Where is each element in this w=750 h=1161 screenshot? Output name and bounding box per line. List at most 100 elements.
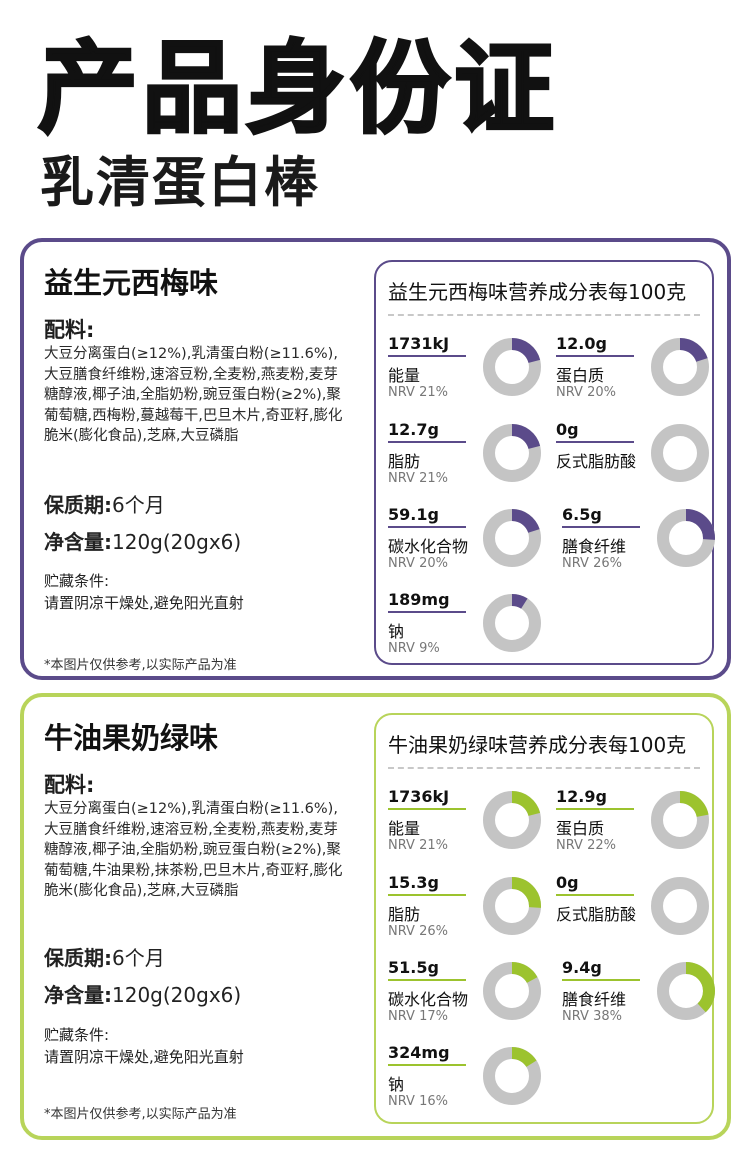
nutrition-title: 益生元西梅味营养成分表每100克 bbox=[388, 280, 687, 304]
disclaimer: *本图片仅供参考,以实际产品为准 bbox=[44, 1107, 237, 1122]
nutrient-item: 1736kJ 能量 NRV 21% bbox=[388, 787, 553, 862]
nutrient-name: 脂肪 bbox=[388, 905, 421, 924]
nutrient-item: 189mg 钠 NRV 9% bbox=[388, 590, 553, 665]
nutrient-name: 碳水化合物 bbox=[388, 990, 469, 1009]
nutrient-name: 能量 bbox=[388, 819, 421, 838]
net-content-value: 120g(20gx6) bbox=[112, 530, 242, 554]
donut-track bbox=[651, 424, 709, 482]
nutrient-value: 59.1g bbox=[388, 505, 466, 528]
nutrient-name: 反式脂肪酸 bbox=[556, 905, 637, 924]
nutrient-value: 189mg bbox=[388, 590, 466, 613]
nutrient-item: 0g 反式脂肪酸 bbox=[556, 873, 721, 948]
donut-fill bbox=[483, 962, 541, 1020]
nrv-donut bbox=[483, 962, 541, 1020]
flavor-card-prune: 益生元西梅味 配料: 大豆分离蛋白(≥12%),乳清蛋白粉(≥11.6%),大豆… bbox=[20, 238, 731, 680]
nutrient-value: 324mg bbox=[388, 1043, 466, 1066]
shelf-life: 保质期:6个月 bbox=[44, 942, 165, 971]
donut-fill bbox=[483, 424, 541, 482]
nutrient-name: 碳水化合物 bbox=[388, 537, 469, 556]
nutrient-nrv: NRV 26% bbox=[562, 556, 622, 571]
shelf-life: 保质期:6个月 bbox=[44, 489, 165, 518]
donut-fill bbox=[657, 509, 715, 567]
nutrient-value: 1731kJ bbox=[388, 334, 466, 357]
nutrient-nrv: NRV 21% bbox=[388, 838, 448, 853]
ingredients-label: 配料: bbox=[44, 318, 95, 342]
nutrient-value: 12.7g bbox=[388, 420, 466, 443]
donut-fill bbox=[483, 791, 541, 849]
storage-text: 请置阴凉干燥处,避免阳光直射 bbox=[44, 1048, 244, 1066]
flavor-name: 益生元西梅味 bbox=[44, 266, 219, 300]
nrv-donut bbox=[657, 509, 715, 567]
nutrient-nrv: NRV 17% bbox=[388, 1009, 448, 1024]
nrv-donut bbox=[483, 594, 541, 652]
donut-fill bbox=[651, 338, 709, 396]
nutrient-name: 膳食纤维 bbox=[562, 537, 627, 556]
donut-fill bbox=[483, 509, 541, 567]
net-content-label: 净含量: bbox=[44, 530, 112, 554]
nutrient-item: 59.1g 碳水化合物 NRV 20% bbox=[388, 505, 553, 580]
nrv-donut bbox=[651, 877, 709, 935]
nutrition-panel: 益生元西梅味营养成分表每100克 1731kJ 能量 NRV 21% 12.0g 蛋白质… bbox=[374, 260, 715, 665]
nutrient-value: 12.0g bbox=[556, 334, 634, 357]
nrv-donut bbox=[483, 338, 541, 396]
flavor-name: 牛油果奶绿味 bbox=[44, 721, 219, 755]
nutrient-nrv: NRV 16% bbox=[388, 1094, 448, 1109]
nutrient-nrv: NRV 21% bbox=[388, 471, 448, 486]
donut-fill bbox=[483, 594, 541, 652]
storage-text: 请置阴凉干燥处,避免阳光直射 bbox=[44, 594, 244, 612]
nutrient-value: 15.3g bbox=[388, 873, 466, 896]
shelf-life-label: 保质期: bbox=[44, 493, 112, 517]
nutrient-item: 324mg 钠 NRV 16% bbox=[388, 1043, 553, 1118]
nutrient-value: 9.4g bbox=[562, 958, 640, 981]
nutrition-title: 牛油果奶绿味营养成分表每100克 bbox=[388, 733, 687, 757]
nrv-donut bbox=[483, 877, 541, 935]
storage-label: 贮藏条件: bbox=[44, 572, 110, 590]
nutrient-value: 0g bbox=[556, 420, 634, 443]
shelf-life-value: 6个月 bbox=[112, 493, 165, 517]
ingredients-text: 大豆分离蛋白(≥12%),乳清蛋白粉(≥11.6%),大豆膳食纤维粉,速溶豆粉,… bbox=[44, 801, 343, 899]
nutrient-name: 膳食纤维 bbox=[562, 990, 627, 1009]
shelf-life-value: 6个月 bbox=[112, 946, 165, 970]
nrv-donut bbox=[651, 791, 709, 849]
donut-track bbox=[483, 594, 541, 652]
nutrient-nrv: NRV 22% bbox=[556, 838, 616, 853]
nutrient-nrv: NRV 9% bbox=[388, 641, 440, 656]
divider bbox=[388, 314, 700, 316]
nrv-donut bbox=[483, 509, 541, 567]
donut-fill bbox=[651, 791, 709, 849]
nutrient-value: 51.5g bbox=[388, 958, 466, 981]
nrv-donut bbox=[483, 791, 541, 849]
nrv-donut bbox=[657, 962, 715, 1020]
nutrient-item: 15.3g 脂肪 NRV 26% bbox=[388, 873, 553, 948]
nutrient-value: 0g bbox=[556, 873, 634, 896]
nutrient-name: 脂肪 bbox=[388, 452, 421, 471]
nrv-donut bbox=[483, 424, 541, 482]
page-title: 产品身份证 bbox=[37, 29, 558, 149]
nutrient-nrv: NRV 26% bbox=[388, 924, 448, 939]
nrv-donut bbox=[483, 1047, 541, 1105]
donut-fill bbox=[483, 877, 541, 935]
flavor-card-avocado: 牛油果奶绿味 配料: 大豆分离蛋白(≥12%),乳清蛋白粉(≥11.6%),大豆… bbox=[20, 693, 731, 1140]
storage-label: 贮藏条件: bbox=[44, 1026, 110, 1044]
nutrient-item: 51.5g 碳水化合物 NRV 17% bbox=[388, 958, 553, 1033]
net-content-value: 120g(20gx6) bbox=[112, 983, 242, 1007]
nutrient-nrv: NRV 38% bbox=[562, 1009, 622, 1024]
nutrient-nrv: NRV 21% bbox=[388, 385, 448, 400]
nrv-donut bbox=[651, 424, 709, 482]
nutrient-item: 0g 反式脂肪酸 bbox=[556, 420, 721, 495]
ingredients-text: 大豆分离蛋白(≥12%),乳清蛋白粉(≥11.6%),大豆膳食纤维粉,速溶豆粉,… bbox=[44, 346, 343, 444]
shelf-life-label: 保质期: bbox=[44, 946, 112, 970]
nutrient-value: 6.5g bbox=[562, 505, 640, 528]
nutrient-item: 9.4g 膳食纤维 NRV 38% bbox=[562, 958, 727, 1033]
donut-fill bbox=[483, 1047, 541, 1105]
nutrient-item: 6.5g 膳食纤维 NRV 26% bbox=[562, 505, 727, 580]
nutrient-name: 钠 bbox=[388, 1075, 405, 1094]
nrv-donut bbox=[651, 338, 709, 396]
nutrient-item: 12.9g 蛋白质 NRV 22% bbox=[556, 787, 721, 862]
ingredients-label: 配料: bbox=[44, 773, 95, 797]
donut-fill bbox=[657, 962, 715, 1020]
nutrition-panel: 牛油果奶绿味营养成分表每100克 1736kJ 能量 NRV 21% 12.9g 蛋白质… bbox=[374, 713, 715, 1124]
disclaimer: *本图片仅供参考,以实际产品为准 bbox=[44, 658, 237, 673]
nutrient-value: 1736kJ bbox=[388, 787, 466, 810]
donut-fill bbox=[483, 338, 541, 396]
